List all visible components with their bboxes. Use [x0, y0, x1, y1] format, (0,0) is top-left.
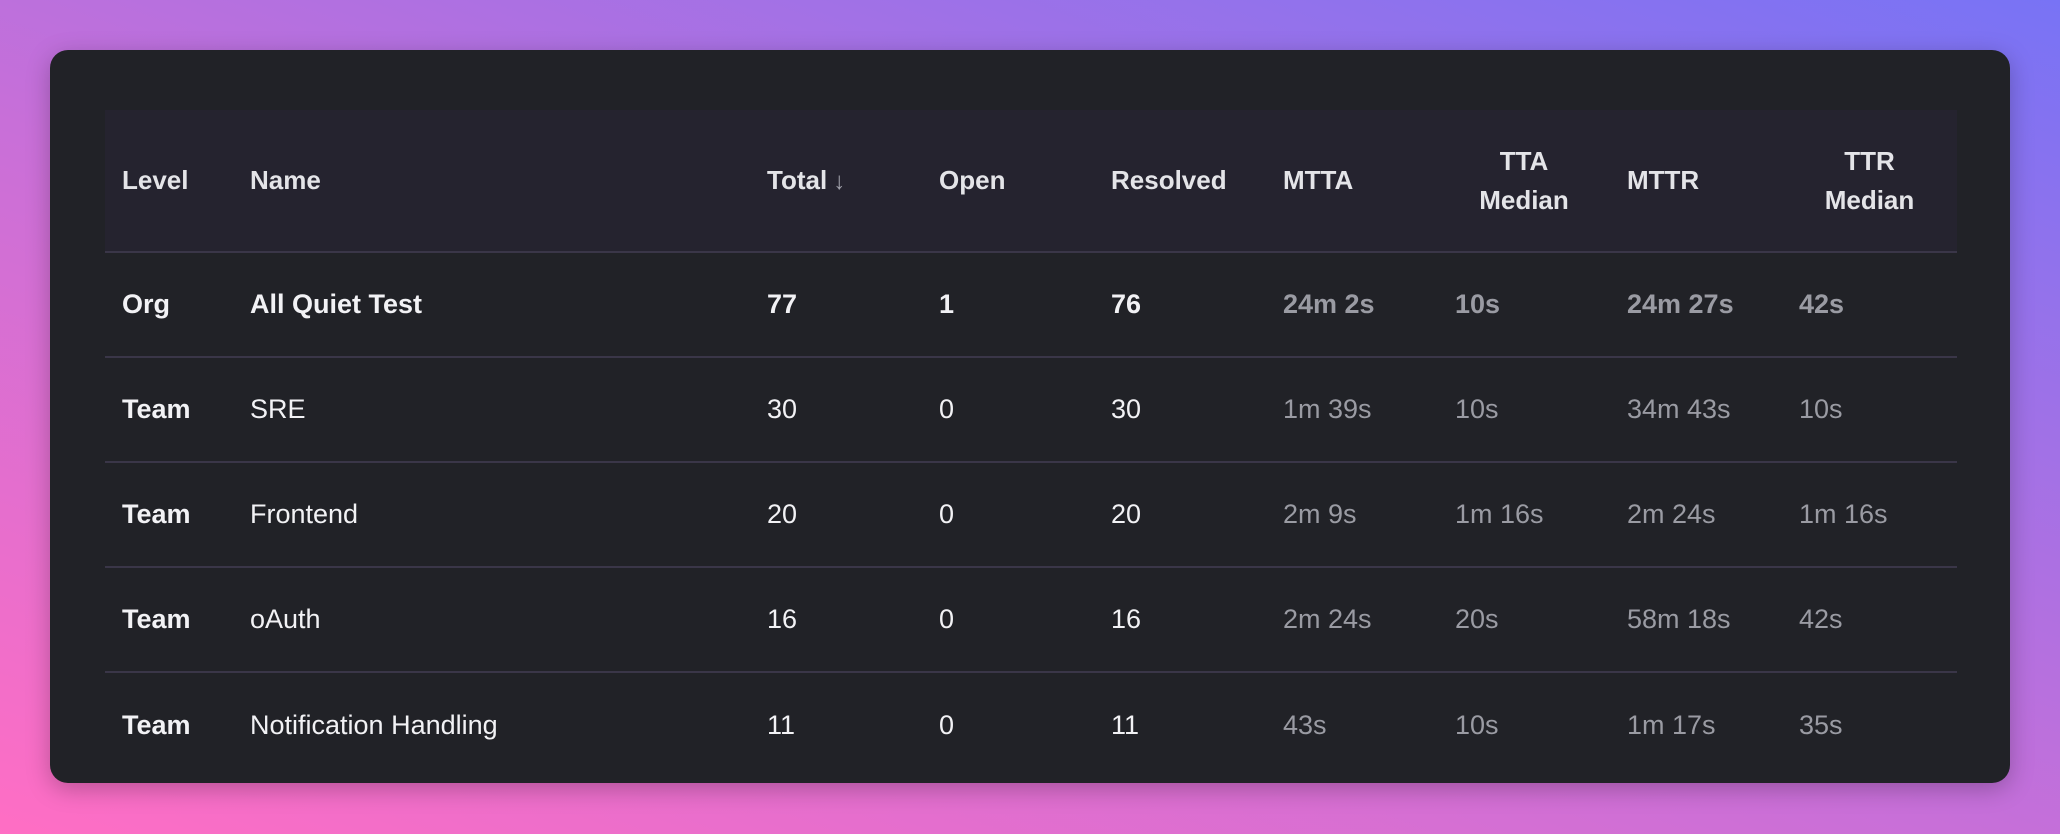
cell-open: 0 [939, 499, 955, 529]
cell-total: 11 [767, 709, 796, 740]
cell-name: SRE [250, 394, 306, 424]
cell-ttr-median: 42s [1799, 289, 1845, 319]
cell-mttr: 2m 24s [1627, 499, 1716, 529]
cell-resolved: 30 [1111, 394, 1142, 424]
cell-name: oAuth [250, 604, 321, 634]
table-row[interactable]: Org All Quiet Test 77 1 76 24m 2s 10s 24… [105, 252, 1957, 357]
cell-mtta: 24m 2s [1283, 289, 1375, 319]
cell-tta-median: 10s [1455, 709, 1499, 740]
table-header: Level Name Total ↓ Open Resolved MTTA TTA… [105, 110, 1957, 252]
sort-descending-icon[interactable]: ↓ [833, 167, 846, 195]
cell-total: 20 [767, 499, 798, 529]
column-header-ttr-median[interactable]: TTR Median [1824, 145, 1915, 215]
cell-ttr-median: 35s [1799, 709, 1843, 740]
cell-open: 1 [939, 289, 955, 319]
cell-open: 0 [939, 394, 955, 424]
column-header-level[interactable]: Level [122, 165, 189, 195]
cell-name: Notification Handling [250, 709, 498, 740]
column-header-mttr[interactable]: MTTR [1627, 165, 1700, 195]
cell-level: Team [122, 499, 191, 529]
header-row: Level Name Total ↓ Open Resolved MTTA TTA… [105, 110, 1957, 252]
table-row[interactable]: Team oAuth 16 0 16 2m 24s 20s 58m 18s 42… [105, 567, 1957, 672]
column-header-open[interactable]: Open [939, 165, 1006, 195]
cell-mttr: 34m 43s [1627, 394, 1731, 424]
cell-name: All Quiet Test [250, 289, 423, 319]
cell-open: 0 [939, 604, 955, 634]
cell-resolved: 16 [1111, 604, 1142, 634]
cell-open: 0 [939, 709, 955, 740]
cell-tta-median: 10s [1455, 394, 1499, 424]
incident-stats-table: Level Name Total ↓ Open Resolved MTTA TTA… [105, 110, 1957, 777]
column-header-total[interactable]: Total ↓ [750, 110, 922, 252]
cell-resolved: 11 [1111, 709, 1140, 740]
column-header-mtta[interactable]: MTTA [1283, 165, 1354, 195]
column-header-tta-median[interactable]: TTA Median [1479, 145, 1569, 215]
cell-total: 77 [767, 289, 798, 319]
table-row[interactable]: Team SRE 30 0 30 1m 39s 10s 34m 43s 10s [105, 357, 1957, 462]
cell-level: Team [122, 709, 191, 740]
cell-mtta: 43s [1283, 709, 1327, 740]
cell-mttr: 1m 17s [1627, 709, 1716, 740]
cell-ttr-median: 42s [1799, 604, 1843, 634]
cell-resolved: 76 [1111, 289, 1142, 319]
table-row[interactable]: Team Notification Handling 11 0 11 43s 1… [105, 672, 1957, 777]
cell-resolved: 20 [1111, 499, 1142, 529]
cell-tta-median: 20s [1455, 604, 1499, 634]
stats-card: Level Name Total ↓ Open Resolved MTTA TTA… [50, 50, 2010, 783]
cell-mtta: 2m 9s [1283, 499, 1357, 529]
column-header-name[interactable]: Name [250, 165, 321, 195]
table-body: Org All Quiet Test 77 1 76 24m 2s 10s 24… [105, 252, 1957, 777]
cell-mtta: 1m 39s [1283, 394, 1372, 424]
cell-level: Org [122, 289, 171, 319]
cell-mtta: 2m 24s [1283, 604, 1372, 634]
cell-level: Team [122, 604, 191, 634]
cell-ttr-median: 10s [1799, 394, 1843, 424]
cell-total: 30 [767, 394, 798, 424]
cell-ttr-median: 1m 16s [1799, 499, 1888, 529]
cell-level: Team [122, 394, 191, 424]
table-row[interactable]: Team Frontend 20 0 20 2m 9s 1m 16s 2m 24… [105, 462, 1957, 567]
cell-tta-median: 10s [1455, 289, 1501, 319]
cell-mttr: 24m 27s [1627, 289, 1734, 319]
cell-tta-median: 1m 16s [1455, 499, 1544, 529]
cell-name: Frontend [250, 499, 359, 529]
cell-mttr: 58m 18s [1627, 604, 1731, 634]
column-header-resolved[interactable]: Resolved [1111, 165, 1227, 195]
cell-total: 16 [767, 604, 798, 634]
